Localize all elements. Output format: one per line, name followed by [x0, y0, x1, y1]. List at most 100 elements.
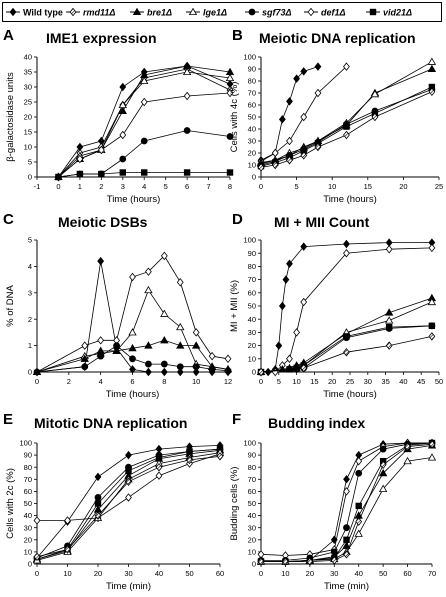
y-tick-label: 0 [252, 368, 256, 377]
data-point [355, 456, 363, 466]
data-point [94, 511, 102, 520]
legend-label: vid21Δ [383, 8, 412, 18]
data-point [370, 89, 380, 98]
data-point [98, 170, 105, 178]
data-point [145, 360, 152, 368]
legend-entry: bre1Δ [130, 8, 172, 18]
data-point [286, 354, 293, 364]
data-point [128, 328, 137, 336]
data-point [129, 365, 136, 374]
data-point [384, 316, 394, 324]
data-point [191, 341, 201, 349]
y-tick-label: 20 [248, 535, 256, 544]
data-point [33, 552, 41, 561]
x-tick-label: 20 [328, 377, 336, 386]
x-axis-label: Time (min) [324, 581, 369, 592]
y-tick-label: 3 [28, 288, 32, 297]
data-point [428, 439, 436, 449]
data-point [282, 557, 289, 566]
series [55, 169, 234, 181]
data-point [76, 154, 84, 164]
x-tick-label: 10 [281, 569, 289, 578]
series [55, 88, 234, 182]
x-tick-label: 2 [99, 182, 103, 191]
x-tick-label: 20 [399, 182, 407, 191]
y-tick-label: 5 [28, 236, 32, 245]
y-tick-label: 30 [24, 83, 32, 92]
data-point [113, 342, 120, 350]
y-tick-label: 35 [24, 68, 32, 77]
y-tick-label: 30 [248, 137, 256, 146]
x-tick-label: 40 [355, 569, 363, 578]
data-point [183, 91, 191, 101]
data-point [186, 455, 193, 465]
data-point [160, 367, 168, 377]
data-point [293, 365, 301, 373]
series [33, 445, 224, 563]
data-point [271, 148, 279, 158]
data-point [224, 354, 232, 364]
data-point [278, 301, 286, 311]
legend-entry: lge1Δ [186, 8, 227, 18]
x-tick-label: 20 [306, 569, 314, 578]
x-tick-label: 4 [99, 377, 103, 386]
x-tick-label: 7 [206, 182, 210, 191]
y-tick-label: 90 [24, 451, 32, 460]
legend-label: Wild type [23, 8, 63, 18]
data-point [428, 243, 436, 253]
data-point [330, 556, 338, 565]
data-point [160, 251, 168, 261]
data-point [314, 88, 322, 98]
data-point [343, 130, 350, 140]
x-tick-label: 10 [328, 182, 336, 191]
y-tick-label: 10 [24, 548, 32, 557]
data-point [160, 360, 168, 368]
x-tick-label: 30 [330, 569, 338, 578]
x-tick-label: 15 [310, 377, 318, 386]
legend-marker [9, 7, 17, 17]
series-line [58, 68, 231, 178]
series [54, 67, 235, 181]
y-tick-label: 0 [252, 560, 256, 569]
y-axis-label: Budding cells (%) [229, 467, 240, 541]
data-point [286, 155, 293, 165]
x-tick-label: 0 [56, 182, 60, 191]
x-tick-label: 45 [417, 377, 425, 386]
data-point [343, 524, 350, 532]
x-tick-label: 15 [364, 182, 372, 191]
data-point [257, 367, 265, 377]
legend-layer: Wild type rmd11Δ bre1Δ lge1Δ sgf73Δ def1Δ vid2… [6, 8, 412, 18]
x-tick-label: 10 [63, 569, 71, 578]
series-line [260, 68, 433, 163]
data-point [343, 123, 350, 130]
x-tick-label: 6 [185, 182, 189, 191]
data-point [403, 456, 412, 465]
data-point [208, 365, 216, 373]
data-point [192, 328, 200, 337]
x-tick-label: 5 [164, 182, 168, 191]
data-point [140, 137, 148, 145]
x-axis-label: Time (min) [106, 581, 151, 592]
y-tick-label: 0 [28, 560, 32, 569]
data-point [64, 545, 71, 554]
x-tick-label: 20 [94, 569, 102, 578]
y-tick-label: 40 [248, 315, 256, 324]
data-point [96, 346, 105, 354]
x-tick-label: 30 [364, 377, 372, 386]
data-point [182, 67, 192, 76]
y-tick-label: 4 [28, 262, 32, 271]
panel-title: Meiotic DSBs [58, 214, 148, 230]
data-point [94, 494, 102, 501]
y-tick-label: 40 [248, 125, 256, 134]
data-point [378, 484, 388, 493]
y-tick-label: 50 [248, 302, 256, 311]
panel-letter: E [3, 411, 13, 428]
y-tick-label: 100 [19, 439, 32, 448]
data-point [286, 136, 293, 146]
legend-marker [369, 8, 377, 16]
data-point [427, 57, 437, 65]
data-point [343, 487, 350, 496]
chart-panel-e: E Mitotic DNA replication 0 10 20 30 40 50 60 70 8… [3, 411, 225, 592]
data-point [427, 64, 437, 73]
data-point [300, 112, 308, 122]
